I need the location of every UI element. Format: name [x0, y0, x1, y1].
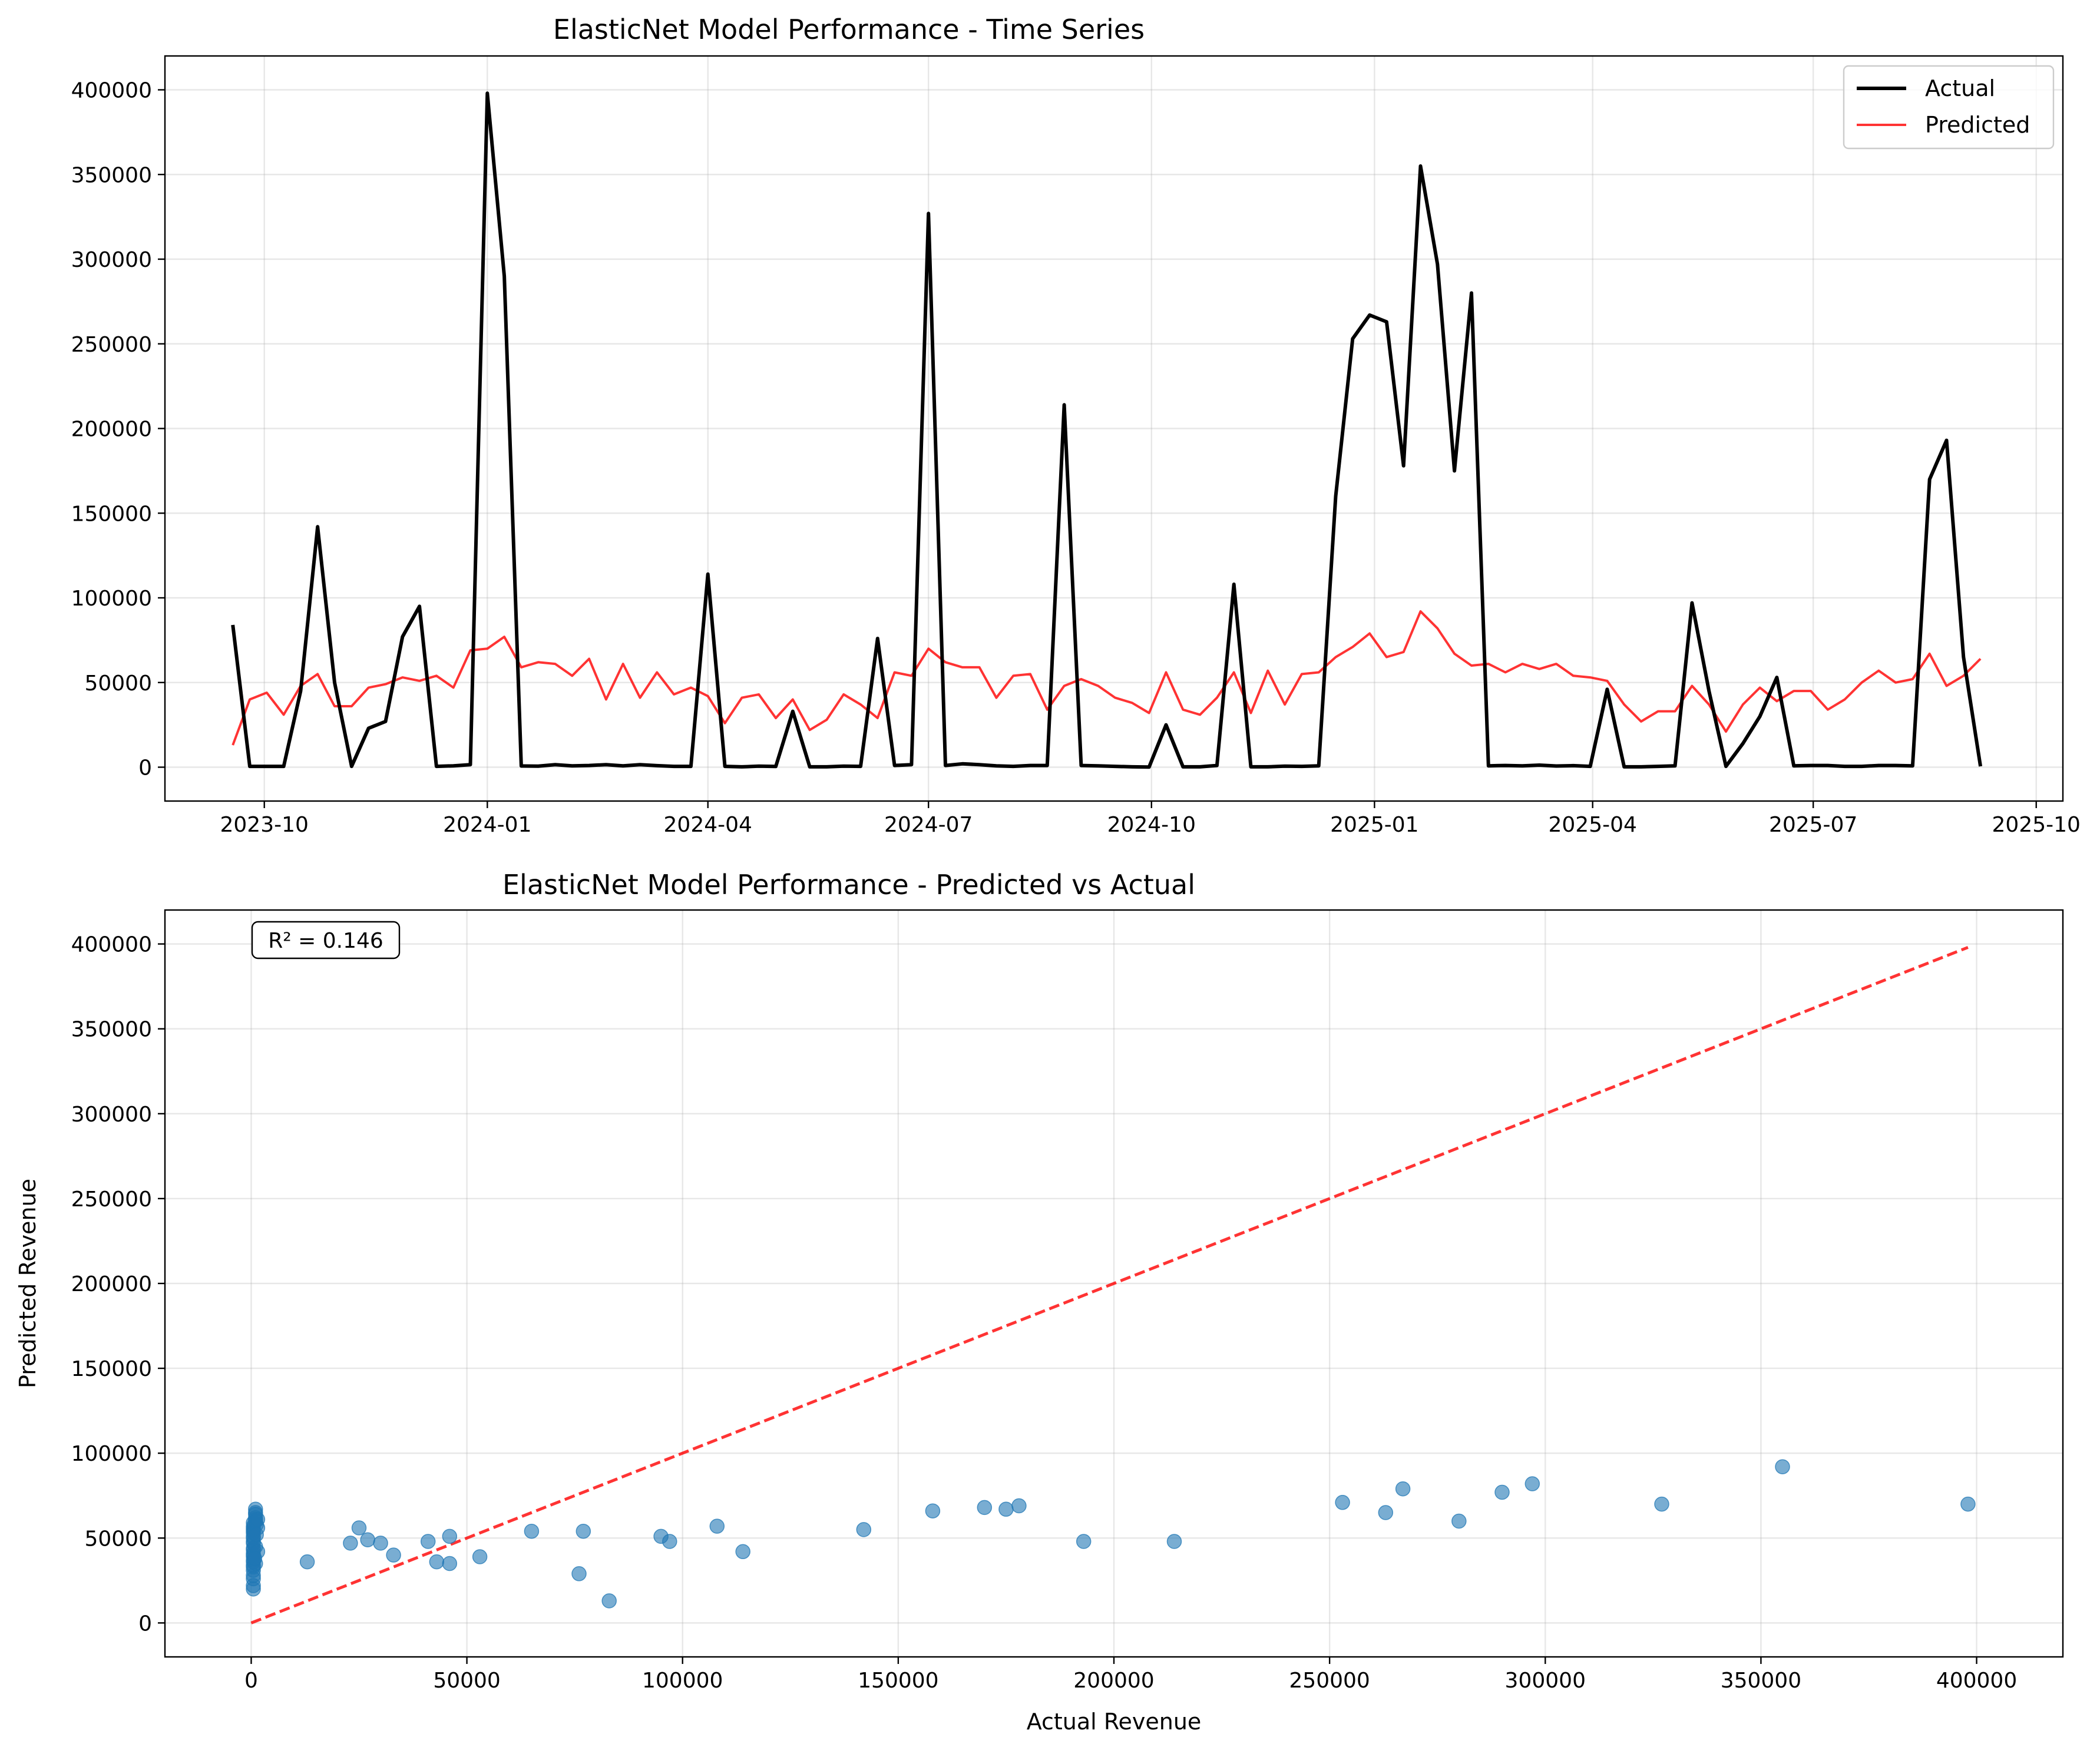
- scatter-point: [1524, 1476, 1540, 1491]
- scatter-point: [709, 1518, 725, 1534]
- scatter-point: [601, 1593, 617, 1609]
- y-tick-label: 150000: [71, 1357, 152, 1381]
- scatter-point: [386, 1547, 401, 1563]
- y-tick-label: 100000: [71, 587, 152, 611]
- scatter-grid: [165, 910, 2063, 1657]
- r-squared-annotation: R² = 0.146: [251, 921, 401, 959]
- scatter-point: [662, 1534, 677, 1549]
- y-tick-label: 0: [138, 1612, 152, 1636]
- scatter-point: [977, 1500, 993, 1516]
- y-tick-label: 400000: [71, 933, 152, 957]
- scatter-point: [735, 1544, 750, 1560]
- scatter-point: [1451, 1513, 1467, 1529]
- scatter-point: [998, 1501, 1014, 1517]
- x-tick-label: 2025-07: [1769, 813, 1857, 837]
- scatter-point: [1378, 1505, 1394, 1520]
- scatter-point: [343, 1536, 358, 1551]
- actual-series-line: [231, 91, 1983, 769]
- scatter-point: [925, 1503, 941, 1518]
- scatter-point: [1960, 1496, 1976, 1512]
- scatter-point: [360, 1532, 375, 1547]
- x-tick-label: 2023-10: [220, 813, 309, 837]
- scatter-point: [250, 1511, 266, 1527]
- scatter-point: [351, 1520, 367, 1536]
- y-tick-label: 350000: [71, 1018, 152, 1042]
- y-tick-label: 150000: [71, 502, 152, 526]
- perfect-prediction-line: [250, 946, 1969, 1624]
- time-series-y-ticks: 0 50000 100000 150000 200000 250000 300000 3500…: [71, 79, 165, 780]
- y-tick-label: 200000: [71, 1272, 152, 1296]
- x-tick-label: 2024-07: [884, 813, 973, 837]
- scatter-point: [1494, 1484, 1510, 1500]
- x-tick-label: 400000: [1936, 1669, 2017, 1693]
- scatter-point: [1775, 1459, 1790, 1474]
- y-tick-label: 250000: [71, 1187, 152, 1212]
- legend-predicted-label: Predicted: [1925, 112, 2030, 138]
- scatter-point: [472, 1549, 488, 1564]
- x-tick-label: 150000: [858, 1669, 938, 1693]
- scatter-title: ElasticNet Model Performance - Predicted…: [502, 869, 1195, 901]
- scatter-point: [856, 1522, 872, 1537]
- scatter-point: [571, 1566, 587, 1581]
- x-tick-label: 50000: [433, 1669, 501, 1693]
- y-tick-label: 250000: [71, 333, 152, 357]
- reference-line: [250, 946, 1969, 1624]
- x-tick-label: 350000: [1721, 1669, 1801, 1693]
- x-tick-label: 0: [244, 1669, 258, 1693]
- x-tick-label: 2024-10: [1107, 813, 1196, 837]
- scatter-point: [299, 1554, 315, 1570]
- scatter-point: [420, 1534, 436, 1549]
- y-tick-label: 0: [138, 756, 152, 780]
- scatter-point: [1335, 1495, 1350, 1510]
- scatter-x-ticks: 0 50000 100000 150000 200000 250000 300000 3500…: [244, 1657, 2017, 1693]
- y-tick-label: 50000: [84, 671, 152, 696]
- x-tick-label: 2024-01: [443, 813, 531, 837]
- scatter-point: [442, 1556, 458, 1571]
- y-tick-label: 300000: [71, 248, 152, 272]
- scatter-chart: ElasticNet Model Performance - Predicted…: [15, 869, 2064, 1735]
- x-tick-label: 100000: [642, 1669, 723, 1693]
- time-series-grid: [165, 56, 2063, 801]
- annotation-box: [251, 921, 401, 959]
- scatter-point: [1654, 1496, 1669, 1512]
- time-series-lines: [231, 91, 1983, 769]
- y-tick-label: 50000: [84, 1527, 152, 1551]
- scatter-point: [1076, 1534, 1092, 1549]
- x-tick-label: 2025-04: [1548, 813, 1636, 837]
- scatter-point: [1166, 1534, 1182, 1549]
- y-tick-label: 350000: [71, 163, 152, 187]
- scatter-point: [429, 1554, 445, 1570]
- scatter-point: [249, 1527, 264, 1543]
- x-tick-label: 2025-01: [1330, 813, 1418, 837]
- legend-actual-label: Actual: [1925, 75, 1995, 101]
- time-series-title: ElasticNet Model Performance - Time Seri…: [553, 14, 1145, 45]
- annotation-text: R² = 0.146: [268, 929, 383, 953]
- scatter-point: [576, 1523, 591, 1539]
- scatter-y-ticks: 0 50000 100000 150000 200000 250000 300000 3500…: [71, 933, 165, 1636]
- scatter-point: [442, 1528, 458, 1544]
- y-tick-label: 300000: [71, 1103, 152, 1127]
- predicted-series-line: [232, 610, 1982, 746]
- y-tick-label: 100000: [71, 1442, 152, 1466]
- x-tick-label: 2024-04: [664, 813, 752, 837]
- x-tick-label: 2025-10: [1992, 813, 2081, 837]
- scatter-point: [247, 1551, 263, 1566]
- scatter-point: [373, 1536, 388, 1551]
- scatter-point: [524, 1523, 540, 1539]
- time-series-x-ticks: 2023-10 2024-01 2024-04 2024-07 2024-10 2025-…: [220, 801, 2081, 837]
- scatter-point: [1011, 1498, 1027, 1514]
- y-tick-label: 200000: [71, 418, 152, 442]
- legend: Actual Predicted: [1843, 65, 2055, 150]
- y-axis-label: Predicted Revenue: [15, 1179, 41, 1388]
- x-tick-label: 200000: [1073, 1669, 1154, 1693]
- time-series-chart: ElasticNet Model Performance - Time Seri…: [71, 14, 2081, 837]
- scatter-point: [1395, 1481, 1411, 1497]
- x-tick-label: 250000: [1289, 1669, 1370, 1693]
- x-axis-label: Actual Revenue: [1027, 1709, 1202, 1735]
- x-tick-label: 300000: [1505, 1669, 1586, 1693]
- y-tick-label: 400000: [71, 79, 152, 103]
- scatter-points: [246, 1459, 1976, 1609]
